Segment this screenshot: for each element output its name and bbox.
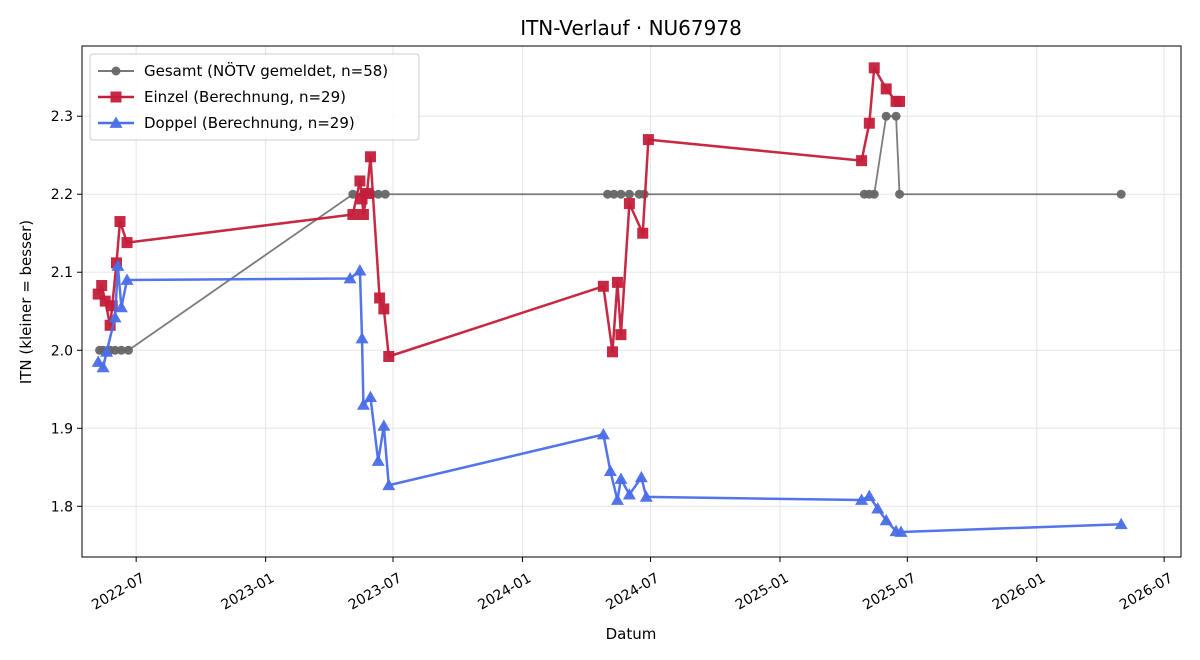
data-point (99, 295, 111, 307)
data-point (121, 237, 133, 249)
data-point (378, 303, 390, 315)
legend-box (89, 53, 420, 141)
data-point (383, 351, 395, 363)
data-point (377, 419, 391, 431)
data-point (382, 478, 396, 491)
legend-label: Einzel (Berechnung, n=29) (144, 88, 346, 106)
data-point (610, 493, 624, 505)
data-point (355, 332, 369, 344)
data-point (116, 345, 126, 355)
data-point (868, 62, 880, 74)
data-point (607, 346, 619, 358)
data-point (354, 175, 366, 187)
data-point (622, 488, 636, 500)
legend-label: Doppel (Berechnung, n=29) (144, 114, 355, 132)
data-point (114, 300, 128, 313)
data-point (96, 360, 110, 373)
legend-label: Gesamt (NÖTV gemeldet, n=58) (144, 61, 388, 80)
data-point (364, 151, 376, 163)
data-point (347, 209, 359, 221)
data-point (106, 300, 118, 312)
legend-marker (109, 116, 123, 128)
data-point (1116, 189, 1126, 199)
data-point (891, 111, 901, 121)
data-point (361, 187, 373, 199)
x-axis-label: Datum (606, 625, 657, 643)
data-point (616, 189, 626, 199)
data-point (96, 280, 108, 292)
data-point (614, 472, 628, 484)
data-point (371, 454, 385, 466)
data-point (1114, 517, 1128, 530)
data-point (363, 390, 377, 402)
data-point (92, 288, 104, 300)
data-point (104, 319, 116, 331)
data-point (623, 198, 635, 210)
data-point (637, 227, 649, 239)
legend-marker (110, 91, 122, 103)
data-point (615, 329, 627, 341)
y-tick-label: 2.3 (51, 109, 73, 125)
data-point (120, 273, 134, 285)
legend-marker (111, 66, 121, 76)
y-tick-label: 1.9 (51, 421, 73, 437)
data-point (373, 189, 383, 199)
data-point (123, 345, 133, 355)
y-tick-label: 2.2 (51, 187, 73, 203)
data-point (603, 189, 613, 199)
data-point (639, 490, 653, 502)
data-point (108, 310, 122, 323)
data-point (611, 276, 623, 288)
data-point (609, 189, 619, 199)
data-point (603, 464, 617, 477)
data-point (863, 117, 875, 129)
data-point (881, 111, 891, 121)
data-point (879, 513, 893, 526)
data-point (596, 428, 610, 440)
data-point (100, 345, 114, 357)
data-point (110, 345, 120, 355)
data-point (114, 216, 126, 228)
data-point (855, 493, 869, 505)
data-point (894, 95, 906, 107)
plot-frame (81, 45, 1182, 558)
series-doppel (91, 259, 1128, 537)
data-point (624, 189, 634, 199)
data-point (348, 189, 358, 199)
data-point (374, 292, 386, 304)
data-point (856, 155, 868, 167)
data-point (871, 502, 885, 514)
y-tick-label: 1.8 (51, 499, 73, 515)
data-point (357, 209, 369, 221)
data-point (894, 525, 908, 537)
data-point (111, 259, 125, 271)
data-point (642, 134, 654, 146)
legend: Gesamt (NÖTV gemeldet, n=58) Einzel (Bere… (89, 53, 420, 141)
data-point (895, 189, 905, 199)
y-tick-label: 2.1 (51, 265, 73, 281)
y-axis-label: ITN (kleiner = besser) (17, 220, 35, 384)
data-point (880, 83, 892, 95)
data-point (353, 264, 367, 276)
chart-title: ITN-Verlauf · NU67978 (520, 16, 742, 40)
data-point (869, 189, 879, 199)
data-point (597, 280, 609, 292)
data-point (380, 189, 390, 199)
y-tick-label: 2.0 (51, 343, 73, 359)
data-point (356, 398, 370, 410)
data-point (343, 271, 357, 284)
data-point (634, 470, 648, 483)
data-point (862, 489, 876, 502)
series-layer (91, 62, 1128, 537)
